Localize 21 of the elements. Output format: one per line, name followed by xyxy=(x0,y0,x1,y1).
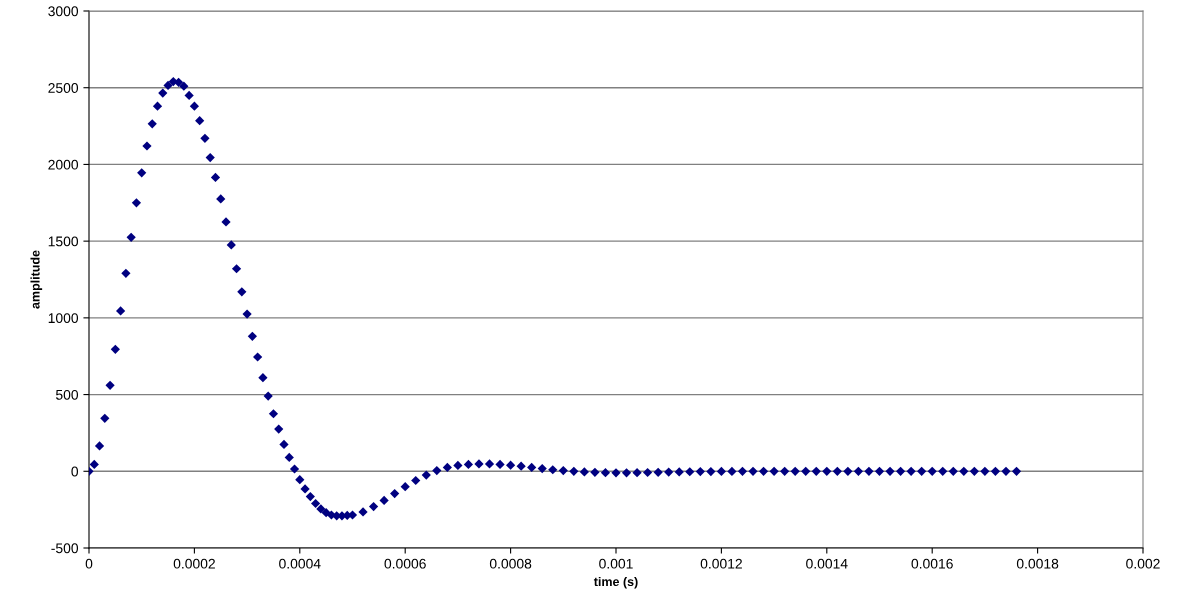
x-axis-title: time (s) xyxy=(593,576,638,589)
x-tick-label: 0.0002 xyxy=(173,558,215,569)
x-tick-label: 0.0012 xyxy=(700,558,742,569)
x-tick-label: 0.001 xyxy=(599,558,633,569)
x-tick-label: 0.002 xyxy=(1126,558,1160,569)
x-tick-label: 0.0018 xyxy=(1016,558,1059,569)
x-tick-label: 0.0014 xyxy=(806,558,848,569)
y-tick-label: 2500 xyxy=(48,83,79,93)
x-tick-label: 0.0006 xyxy=(384,558,426,569)
y-tick-label: -500 xyxy=(51,543,79,554)
y-tick-label: 0 xyxy=(71,466,79,477)
y-tick-label: 2000 xyxy=(48,159,79,170)
y-tick-label: 3000 xyxy=(48,6,79,17)
y-tick-label: 500 xyxy=(55,389,79,400)
x-tick-label: 0.0004 xyxy=(279,558,321,569)
y-axis-title: amplitude xyxy=(30,250,43,309)
x-tick-label: 0.0008 xyxy=(489,558,532,569)
x-tick-label: 0 xyxy=(85,558,93,569)
x-tick-label: 0.0016 xyxy=(911,558,953,569)
y-tick-label: 1000 xyxy=(48,313,79,324)
y-tick-label: 1500 xyxy=(48,236,79,247)
